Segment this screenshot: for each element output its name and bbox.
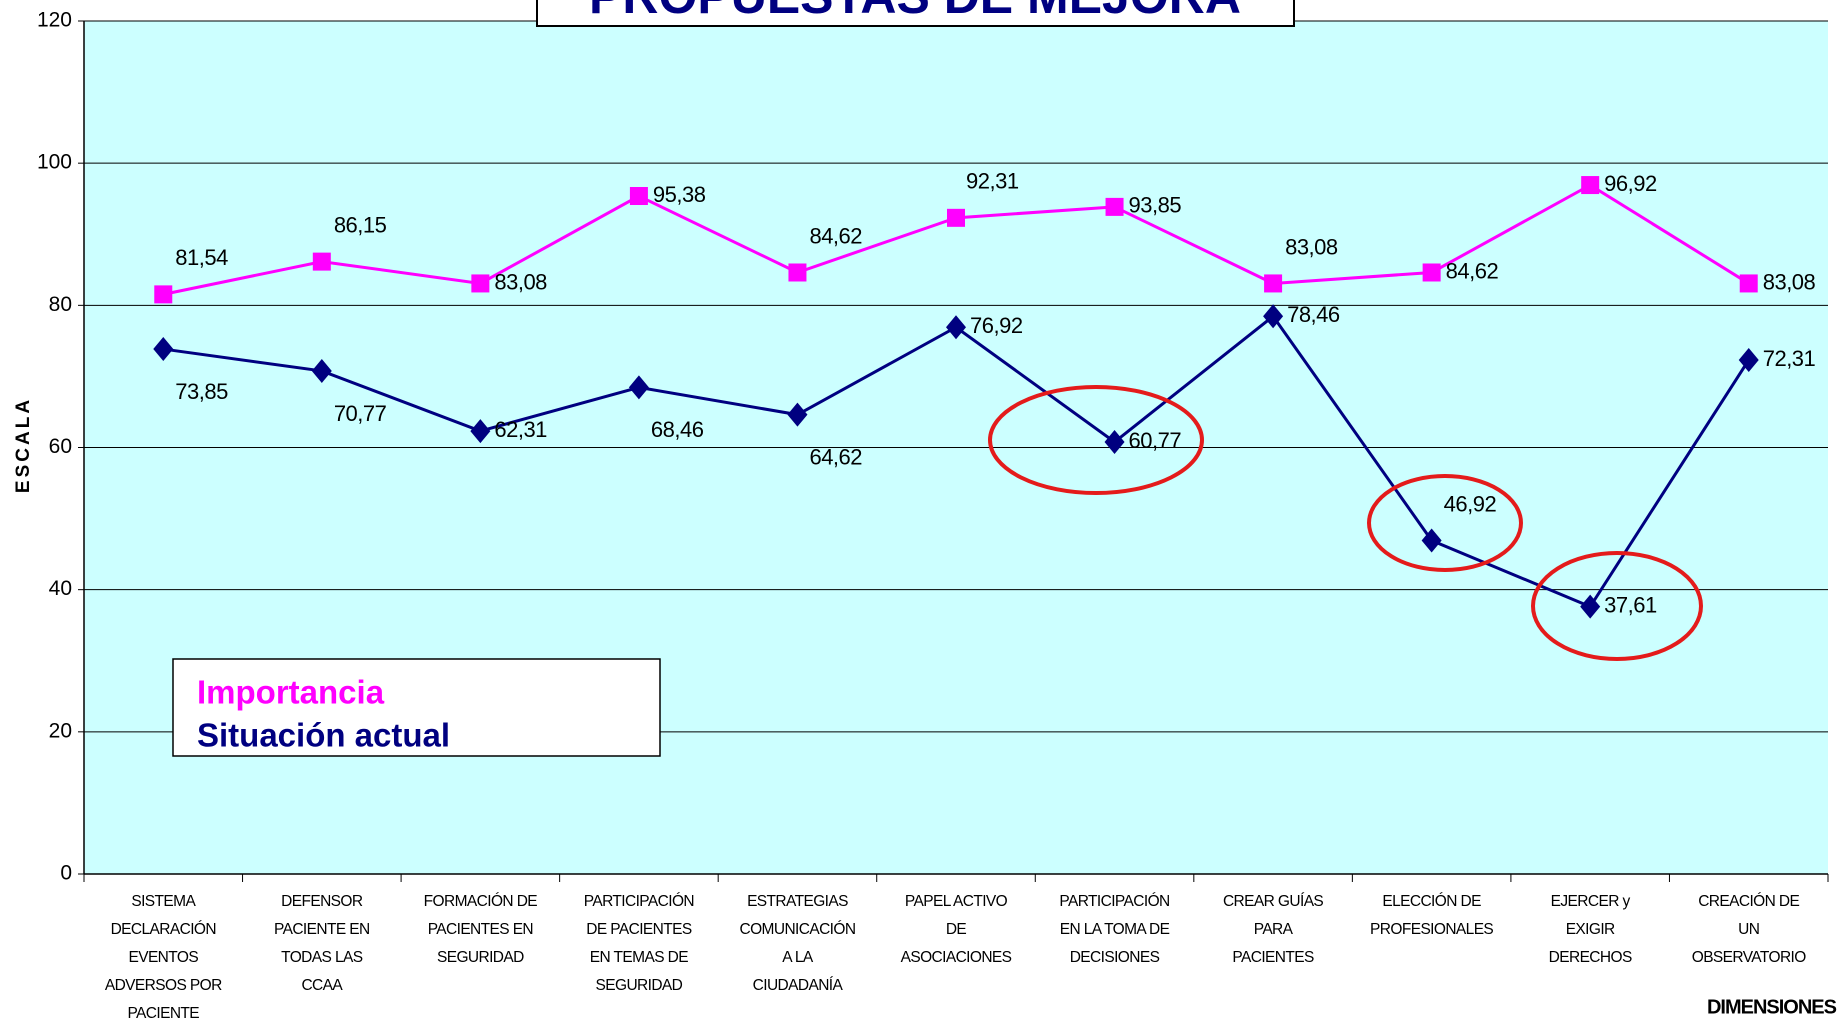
marker bbox=[1104, 430, 1125, 455]
data-label: 78,46 bbox=[1287, 302, 1340, 327]
marker bbox=[1264, 274, 1283, 293]
legend-label: Importancia bbox=[197, 674, 385, 711]
data-label: 76,92 bbox=[970, 313, 1023, 338]
x-tick-label: PARTICIPACIÓN DE PACIENTES EN TEMAS DE S… bbox=[583, 893, 695, 994]
data-label: 37,61 bbox=[1604, 592, 1657, 617]
title-box bbox=[536, 0, 1295, 27]
x-axis-label: DIMENSIONES bbox=[1707, 996, 1837, 1018]
marker bbox=[153, 337, 174, 362]
marker bbox=[787, 402, 808, 427]
marker bbox=[471, 274, 490, 293]
x-tick-label: ELECCIÓN DE PROFESIONALES bbox=[1370, 893, 1494, 938]
x-tick-label: SISTEMA DECLARACIÓN EVENTOS ADVERSOS POR… bbox=[104, 893, 222, 1022]
y-tick-label: 20 bbox=[49, 719, 72, 742]
marker bbox=[312, 252, 331, 271]
marker bbox=[470, 419, 491, 444]
x-tick-label: CREACIÓN DE UN OBSERVATORIO bbox=[1691, 893, 1807, 966]
marker bbox=[311, 358, 332, 383]
data-label: 84,62 bbox=[1446, 258, 1499, 283]
data-label: 46,92 bbox=[1444, 491, 1497, 516]
highlight-ellipse bbox=[1531, 551, 1703, 661]
marker bbox=[1263, 304, 1284, 329]
data-label: 83,08 bbox=[1763, 269, 1816, 294]
data-label: 70,77 bbox=[334, 401, 387, 426]
data-label: 86,15 bbox=[334, 212, 387, 237]
x-tick-label: DEFENSOR PACIENTE EN TODAS LAS CCAA bbox=[274, 893, 370, 994]
highlight-ellipse bbox=[988, 385, 1204, 495]
marker bbox=[1105, 197, 1124, 216]
y-tick-label: 100 bbox=[37, 151, 72, 174]
y-tick-label: 80 bbox=[49, 293, 72, 316]
data-label: 72,31 bbox=[1763, 346, 1816, 371]
marker bbox=[154, 285, 173, 304]
marker bbox=[1580, 594, 1601, 619]
data-label: 92,31 bbox=[966, 169, 1019, 194]
data-label: 60,77 bbox=[1129, 428, 1182, 453]
data-label: 62,31 bbox=[494, 417, 547, 442]
y-tick-label: 120 bbox=[37, 9, 72, 32]
x-tick-label: PARTICIPACIÓN EN LA TOMA DE DECISIONES bbox=[1059, 893, 1170, 966]
data-label: 68,46 bbox=[651, 417, 704, 442]
marker bbox=[788, 263, 807, 282]
highlight-ellipse bbox=[1367, 474, 1523, 572]
x-tick-label: ESTRATEGIAS COMUNICACIÓN A LA CIUDADANÍA bbox=[739, 893, 856, 994]
x-tick-label: PAPEL ACTIVO DE ASOCIACIONES bbox=[900, 893, 1012, 966]
marker bbox=[1421, 528, 1442, 553]
x-tick-label: FORMACIÓN DE PACIENTES EN SEGURIDAD bbox=[423, 893, 538, 966]
x-tick-label: CREAR GUÍAS PARA PACIENTES bbox=[1222, 893, 1324, 966]
chart-title: PROPUESTAS DE MEJORA bbox=[589, 0, 1241, 24]
y-tick-label: 60 bbox=[49, 435, 72, 458]
marker bbox=[628, 375, 649, 400]
data-label: 64,62 bbox=[809, 444, 862, 469]
data-label: 96,92 bbox=[1604, 171, 1657, 196]
legend-box bbox=[172, 658, 661, 757]
data-label: 83,08 bbox=[1285, 234, 1338, 259]
marker bbox=[1738, 347, 1759, 372]
x-tick-label: EJERCER y EXIGIR DERECHOS bbox=[1548, 893, 1633, 966]
marker bbox=[1581, 176, 1600, 195]
data-label: 93,85 bbox=[1129, 193, 1182, 218]
data-label: 83,08 bbox=[494, 269, 547, 294]
marker bbox=[629, 187, 648, 206]
marker bbox=[947, 208, 965, 227]
data-label: 81,54 bbox=[175, 245, 228, 270]
data-label: 73,85 bbox=[175, 379, 228, 404]
data-label: 95,38 bbox=[653, 182, 706, 207]
data-label: 84,62 bbox=[809, 223, 862, 248]
y-tick-label: 40 bbox=[49, 577, 72, 600]
marker bbox=[1422, 263, 1441, 282]
y-tick-label: 0 bbox=[60, 862, 72, 885]
marker bbox=[946, 315, 966, 340]
legend-label: Situación actual bbox=[197, 717, 450, 754]
marker bbox=[1739, 274, 1758, 293]
y-axis-label: ESCALA bbox=[13, 397, 34, 493]
